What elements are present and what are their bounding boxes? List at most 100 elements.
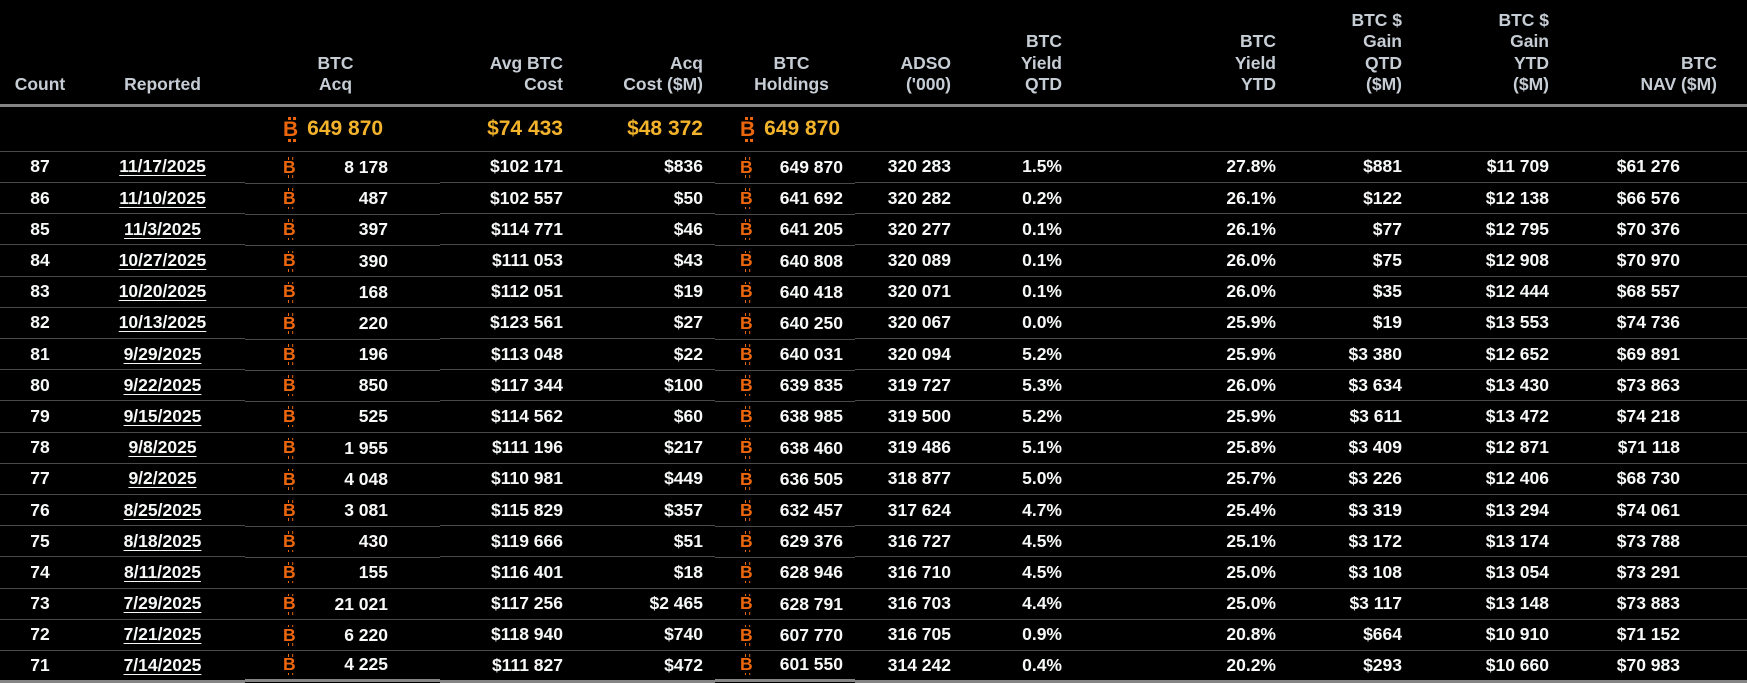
reported-date-link[interactable]: 7/21/2025 [123,624,202,645]
bitcoin-icon: B [283,375,296,396]
reported-date-link[interactable]: 10/13/2025 [118,312,207,333]
count-cell: 73 [0,587,80,620]
reported-cell: 9/22/2025 [80,369,245,401]
count-cell: 77 [0,462,80,495]
reported-date-link[interactable]: 9/15/2025 [123,405,202,426]
btc-acquired-value: 155 [358,562,388,583]
yield-qtd-cell: 4.5% [965,556,1075,588]
reported-cell: 10/20/2025 [80,275,245,308]
table-row: 79 9/15/2025 B 525 $114 562 $60 B 638 985 319 50… [0,400,1747,433]
holdings-cell: B 638 985 [715,400,855,432]
avg-cost-cell: $111 196 [440,431,575,464]
count-cell: 76 [0,493,80,526]
btc-acquired-value: 168 [358,281,388,302]
btc-acq-cell: B 3 081 [245,494,440,525]
reported-cell: 9/8/2025 [80,431,245,464]
reported-date-link[interactable]: 10/20/2025 [118,281,207,302]
reported-date-link[interactable]: 9/2/2025 [128,468,197,489]
bitcoin-icon: B [283,219,296,240]
bitcoin-icon: B [740,219,753,240]
btc-holdings-value: 640 418 [779,281,843,302]
btc-acquired-value: 430 [358,531,388,552]
table-row: 74 8/11/2025 B 155 $116 401 $18 B 628 946 316 71… [0,556,1747,588]
btc-acquired-value: 525 [358,406,388,427]
btc-acquired-value: 8 178 [344,156,388,177]
holdings-cell: B 640 808 [715,244,855,276]
gain-qtd-cell: $3 172 [1290,525,1415,557]
reported-cell: 7/14/2025 [80,649,245,683]
bitcoin-icon: B [740,437,753,459]
btc-acq-cell: B 21 021 [245,588,440,619]
gain-qtd-cell: $3 226 [1290,462,1415,495]
reported-cell: 9/2/2025 [80,462,245,495]
btc-acquired-value: 390 [358,250,388,271]
btc-acq-cell: B 850 [245,369,440,401]
gain-ytd-cell: $10 910 [1415,618,1562,651]
yield-qtd-cell: 5.1% [965,431,1075,464]
gain-qtd-cell: $35 [1290,275,1415,308]
reported-date-link[interactable]: 7/14/2025 [123,654,202,675]
table-row: 75 8/18/2025 B 430 $119 666 $51 B 629 376 316 72… [0,525,1747,557]
bitcoin-icon: B [283,187,296,209]
reported-date-link[interactable]: 7/29/2025 [123,593,202,614]
col-header-avg-btc-cost: Avg BTC Cost [440,0,575,108]
bitcoin-icon: B [283,593,296,615]
count-cell: 84 [0,244,80,277]
bitcoin-icon: B [283,437,296,459]
yield-qtd-cell: 4.5% [965,525,1075,557]
count-cell: 74 [0,556,80,588]
adso-cell: 320 067 [855,306,965,339]
gain-ytd-cell: $12 406 [1415,462,1562,495]
yield-ytd-cell: 26.0% [1075,244,1290,277]
bitcoin-icon: B [283,343,296,365]
summary-acq-cost: $48 372 [627,117,703,141]
btc-holdings-value: 632 457 [779,500,843,521]
summary-empty-reported [80,106,245,152]
reported-cell: 11/3/2025 [80,213,245,245]
avg-cost-cell: $114 771 [440,213,575,245]
reported-date-link[interactable]: 8/18/2025 [123,530,202,551]
btc-acq-cell: B 8 178 [245,151,440,182]
acq-cost-cell: $22 [575,337,715,370]
reported-date-link[interactable]: 9/29/2025 [123,343,202,364]
holdings-cell: B 641 205 [715,213,855,245]
count-cell: 85 [0,213,80,245]
summary-btc-holdings-cell: B 649 870 [715,107,855,151]
reported-date-link[interactable]: 9/8/2025 [128,437,197,458]
nav-cell: $73 291 [1562,556,1747,588]
gain-ytd-cell: $12 138 [1415,182,1562,214]
acq-cost-cell: $740 [575,618,715,651]
adso-cell: 320 282 [855,182,965,214]
nav-cell: $61 276 [1562,150,1747,183]
acq-cost-cell: $43 [575,244,715,277]
nav-cell: $74 218 [1562,400,1747,433]
reported-date-link[interactable]: 11/3/2025 [124,218,201,239]
summary-btc-holdings: 649 870 [764,117,841,141]
count-cell: 82 [0,306,80,339]
table-header-row: Count Reported BTC Acq Avg BTC Cost Acq … [0,0,1747,108]
acq-cost-cell: $27 [575,306,715,339]
bitcoin-icon: B [283,156,296,178]
avg-cost-cell: $117 344 [440,369,575,401]
yield-ytd-cell: 25.7% [1075,462,1290,495]
reported-date-link[interactable]: 10/27/2025 [118,250,207,271]
reported-date-link[interactable]: 11/10/2025 [119,187,206,208]
holdings-cell: B 638 460 [715,432,855,463]
reported-date-link[interactable]: 11/17/2025 [119,156,206,177]
avg-cost-cell: $102 557 [440,182,575,214]
yield-qtd-cell: 5.2% [965,400,1075,433]
table-row: 71 7/14/2025 B 4 225 $111 827 $472 B 601 550 314… [0,649,1747,683]
bitcoin-icon: B [740,187,753,209]
avg-cost-cell: $118 940 [440,618,575,651]
holdings-cell: B 639 835 [715,369,855,401]
reported-date-link[interactable]: 8/11/2025 [124,561,201,582]
col-header-count: Count [0,0,80,108]
gain-qtd-cell: $3 611 [1290,400,1415,433]
bitcoin-icon: B [283,406,296,427]
yield-qtd-cell: 5.0% [965,462,1075,495]
reported-date-link[interactable]: 8/25/2025 [123,499,202,520]
reported-date-link[interactable]: 9/22/2025 [123,374,202,395]
count-cell: 78 [0,431,80,464]
avg-cost-cell: $102 171 [440,150,575,183]
